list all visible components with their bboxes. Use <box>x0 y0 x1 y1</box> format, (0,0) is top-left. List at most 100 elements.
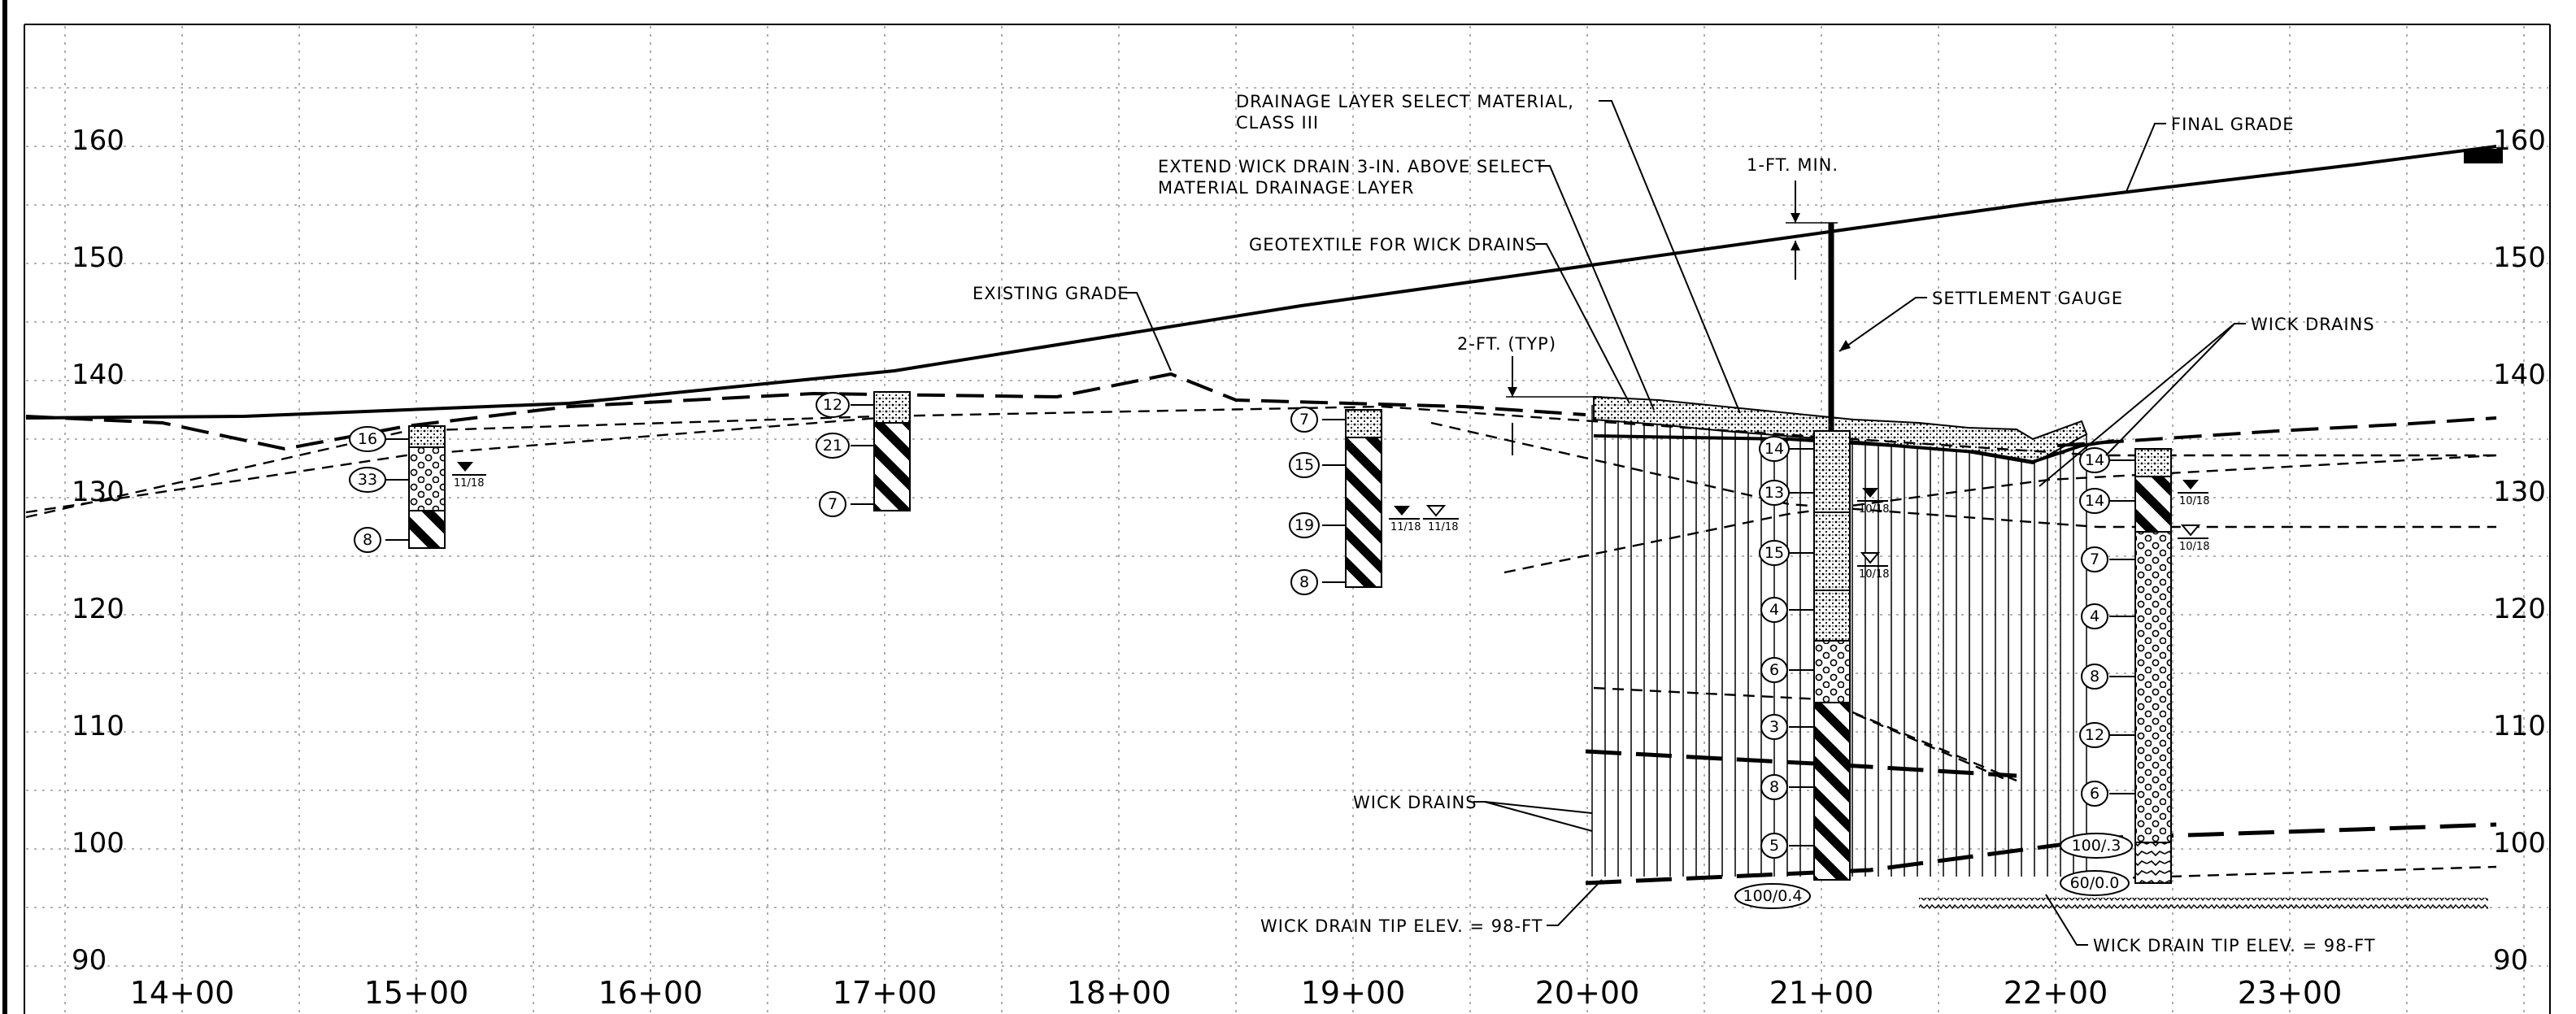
station-label-14: 14+00 <box>130 975 235 1011</box>
existing-grade-line <box>1593 434 2115 464</box>
blowcount-b22-5: 8 <box>2090 668 2100 685</box>
callout-existing-grade-text: EXISTING GRADE <box>973 284 1129 303</box>
water-level-b15: 11/18 <box>452 462 486 490</box>
callout-settlement-gauge: SETTLEMENT GAUGE <box>1838 289 2123 352</box>
station-label-23: 23+00 <box>2238 975 2343 1011</box>
grade-terminator <box>2464 149 2503 163</box>
elev-label-100: 100 <box>72 827 124 860</box>
callout-two-ft-typ-text: 2-FT. (TYP) <box>1457 334 1556 354</box>
blowcount-b15-3: 8 <box>363 531 372 549</box>
blowcount-b22-3: 7 <box>2090 551 2100 568</box>
water-level-b19: 11/18 11/18 <box>1389 505 1459 533</box>
elevation-axis-right: 160 150 140 130 120 110 100 90 <box>2493 124 2546 977</box>
water-date-b21a: 10/18 <box>1859 503 1889 516</box>
callout-tip-elev-left-text: WICK DRAIN TIP ELEV. = 98-FT <box>1260 916 1543 936</box>
boring-15-blowcounts: 16 33 8 <box>349 426 409 553</box>
callout-final-grade-text: FINAL GRADE <box>2171 115 2295 134</box>
boring-21-blowcounts: 14 13 15 4 6 3 8 5 <box>1759 436 1814 859</box>
water-date-b22b: 10/18 <box>2179 541 2209 553</box>
blowcount-b21-3: 15 <box>1764 544 1784 562</box>
elev-label-right-130: 130 <box>2493 476 2546 508</box>
blowcount-b15-1: 16 <box>358 430 377 448</box>
elev-label-right-110: 110 <box>2493 710 2546 742</box>
refusal-value-b22b: 60/0.0 <box>2070 874 2120 892</box>
water-date-b22a: 10/18 <box>2179 495 2209 507</box>
elev-label-130: 130 <box>72 476 124 508</box>
station-label-21: 21+00 <box>1769 975 1874 1011</box>
blowcount-b21-5: 6 <box>1769 661 1779 679</box>
callout-extend-wick: EXTEND WICK DRAIN 3-IN. ABOVE SELECT MAT… <box>1158 157 1655 411</box>
boring-19-blowcounts: 7 15 19 8 <box>1289 407 1346 595</box>
callout-one-ft-min: 1-FT. MIN. <box>1747 155 1838 280</box>
station-label-20: 20+00 <box>1535 975 1640 1011</box>
callout-geotextile-text: GEOTEXTILE FOR WICK DRAINS <box>1249 235 1537 255</box>
blowcount-b21-8: 5 <box>1769 837 1779 855</box>
elev-label-right-90: 90 <box>2493 944 2528 977</box>
station-label-18: 18+00 <box>1067 975 1172 1011</box>
elevation-axis-left: 160 150 140 130 120 110 100 90 <box>72 124 124 977</box>
blowcount-b21-1: 14 <box>1764 440 1784 458</box>
water-date-b21b: 10/18 <box>1859 568 1889 581</box>
callout-two-ft-typ: 2-FT. (TYP) <box>1457 334 1602 455</box>
station-label-17: 17+00 <box>833 975 938 1011</box>
callout-wick-drains-right: WICK DRAINS <box>2039 315 2375 487</box>
refusal-value-b21: 100/0.4 <box>1743 887 1803 905</box>
blowcount-b19-1: 7 <box>1299 411 1309 429</box>
station-axis: 14+00 15+00 16+00 17+00 18+00 19+00 20+0… <box>130 975 2343 1011</box>
elev-label-140: 140 <box>72 359 124 391</box>
elev-label-110: 110 <box>72 710 124 742</box>
callout-extend-wick-line2: MATERIAL DRAINAGE LAYER <box>1158 178 1414 198</box>
callout-extend-wick-line1: EXTEND WICK DRAIN 3-IN. ABOVE SELECT <box>1158 157 1546 176</box>
elev-label-90: 90 <box>72 944 107 977</box>
callout-one-ft-min-text: 1-FT. MIN. <box>1747 155 1838 175</box>
boring-column-15 <box>408 425 446 549</box>
callout-settlement-gauge-text: SETTLEMENT GAUGE <box>1932 289 2123 308</box>
elev-label-right-100: 100 <box>2493 827 2546 860</box>
soil-strata-lines <box>25 372 2497 886</box>
boring-column-17 <box>873 391 911 511</box>
final-grade-line <box>25 145 2497 420</box>
station-label-15: 15+00 <box>364 975 469 1011</box>
blowcount-b15-2: 33 <box>358 471 377 489</box>
water-date-b19a: 11/18 <box>1390 521 1421 533</box>
blowcount-b22-7: 6 <box>2090 785 2100 803</box>
callout-drainage-layer: DRAINAGE LAYER SELECT MATERIAL, CLASS II… <box>1236 92 1741 414</box>
blowcount-b21-6: 3 <box>1769 718 1779 736</box>
water-date-b19b: 11/18 <box>1428 521 1458 533</box>
station-label-22: 22+00 <box>2004 975 2108 1011</box>
boring-column-22 <box>2134 448 2172 884</box>
blowcount-b17-1: 12 <box>823 396 842 414</box>
grid <box>26 26 2548 1012</box>
basement-soil-symbol <box>1919 898 2488 909</box>
callout-tip-elev-right: WICK DRAIN TIP ELEV. = 98-FT <box>2045 894 2376 955</box>
blowcount-b21-2: 13 <box>1764 484 1784 502</box>
elev-label-right-120: 120 <box>2493 593 2546 625</box>
blowcount-b19-3: 19 <box>1295 516 1314 534</box>
refusal-b21: 100/0.4 <box>1734 883 1811 909</box>
blowcount-b22-4: 4 <box>2090 607 2100 625</box>
callout-final-grade: FINAL GRADE <box>2125 115 2295 194</box>
callout-drainage-layer-line2: CLASS III <box>1236 113 1319 133</box>
callout-wick-drains-left-text: WICK DRAINS <box>1353 793 1477 812</box>
boring-17-blowcounts: 12 21 7 <box>816 392 874 517</box>
blowcount-b21-4: 4 <box>1769 601 1779 619</box>
elev-label-150: 150 <box>72 242 124 274</box>
station-label-16: 16+00 <box>598 975 703 1011</box>
water-level-b21: 10/18 10/18 <box>1857 488 1889 581</box>
blowcount-b22-1: 14 <box>2085 451 2104 469</box>
water-date-b15: 11/18 <box>454 477 484 490</box>
elev-label-160: 160 <box>72 124 124 157</box>
callout-wick-drains-left: WICK DRAINS <box>1353 793 1593 832</box>
callout-wick-drains-right-text: WICK DRAINS <box>2251 315 2375 334</box>
blowcount-b19-4: 8 <box>1299 573 1309 591</box>
callout-tip-elev-right-text: WICK DRAIN TIP ELEV. = 98-FT <box>2093 936 2376 955</box>
water-level-b22: 10/18 10/18 <box>2178 480 2209 553</box>
boring-column-19 <box>1345 409 1382 588</box>
blowcount-b22-2: 14 <box>2085 492 2104 510</box>
refusal-value-b22a: 100/.3 <box>2072 837 2121 855</box>
elev-label-right-140: 140 <box>2493 359 2546 391</box>
blowcount-b17-3: 7 <box>828 495 838 513</box>
boring-column-21 <box>1813 430 1851 881</box>
